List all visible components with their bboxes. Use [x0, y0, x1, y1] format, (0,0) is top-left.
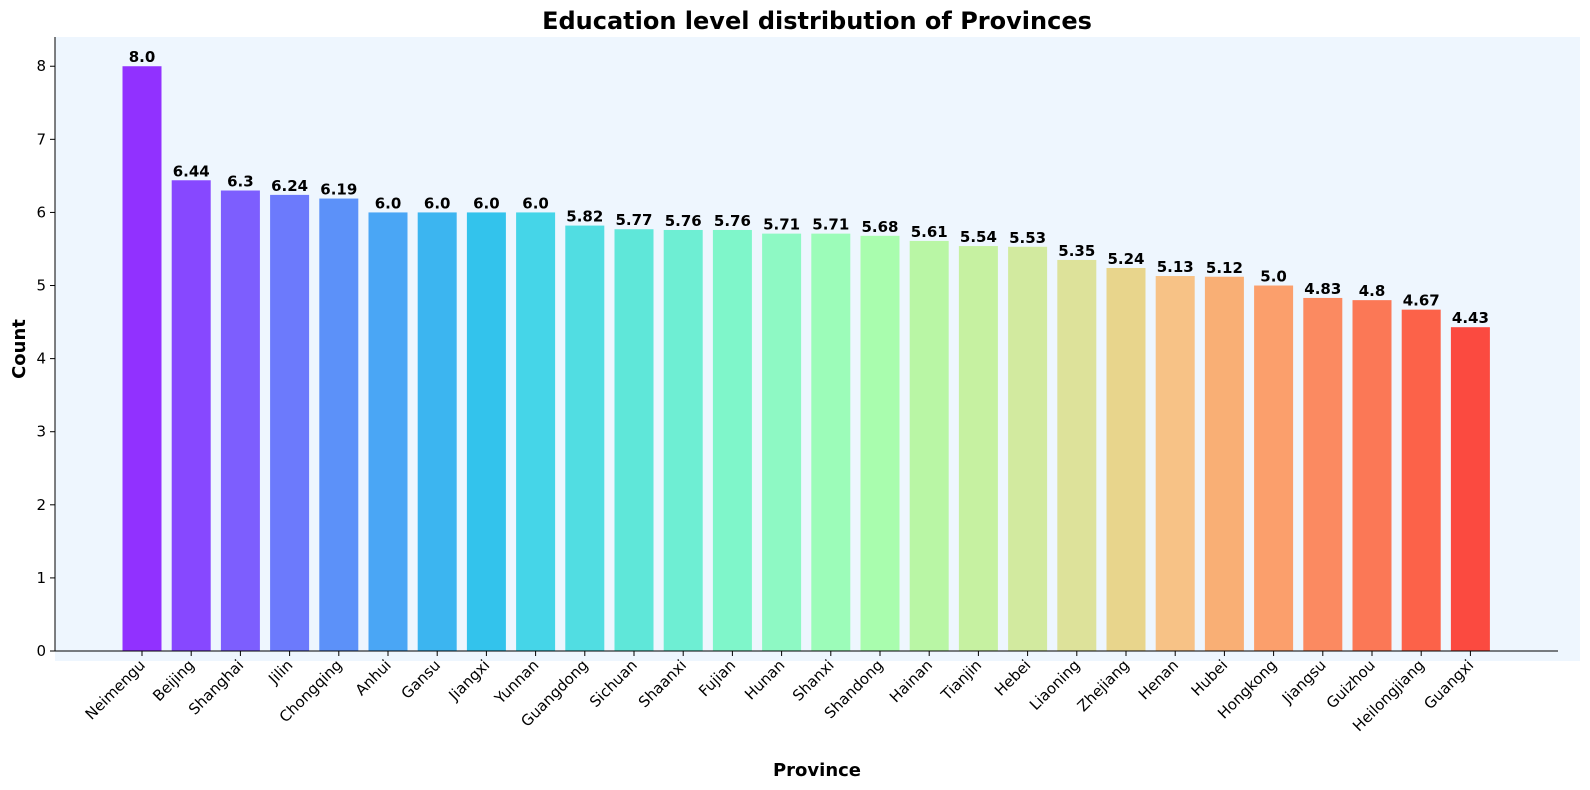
bar-jiangsu	[1303, 297, 1343, 651]
y-tick-label: 7	[36, 130, 46, 148]
value-label: 6.3	[227, 173, 254, 191]
x-tick-label: Fujian	[695, 656, 739, 700]
value-label: 6.19	[320, 181, 357, 199]
x-tick-label: Guangxi	[1420, 656, 1477, 713]
y-tick-label: 0	[36, 642, 46, 660]
value-label: 5.53	[1009, 229, 1046, 247]
x-tick-label: Hunan	[741, 656, 788, 703]
x-tick-label: Sichuan	[586, 656, 641, 711]
bar-hongkong	[1254, 285, 1294, 651]
y-tick-label: 3	[36, 423, 46, 441]
x-tick-label: Hebei	[991, 656, 1034, 699]
value-label: 8.0	[129, 48, 156, 66]
value-label: 5.76	[665, 212, 702, 230]
bar-shanghai	[220, 190, 260, 651]
y-tick-label: 8	[36, 57, 46, 75]
value-label: 5.13	[1157, 258, 1194, 276]
value-label: 5.82	[566, 208, 603, 226]
x-tick-label: Shanxi	[789, 656, 838, 705]
bar-guangdong	[565, 225, 605, 652]
value-label: 5.0	[1260, 268, 1287, 286]
y-tick-label: 4	[36, 350, 46, 368]
value-label: 6.24	[271, 177, 308, 195]
x-tick-label: Anhui	[352, 656, 395, 699]
bar-henan	[1155, 276, 1195, 651]
x-tick-label: Liaoning	[1026, 656, 1084, 714]
value-label: 5.61	[911, 223, 948, 241]
bar-shaanxi	[663, 229, 703, 651]
value-label: 6.0	[522, 194, 549, 212]
x-axis-label: Province	[773, 760, 861, 781]
value-label: 6.0	[375, 194, 402, 212]
bar-sichuan	[614, 229, 654, 651]
value-label: 5.77	[615, 211, 652, 229]
bars-group	[122, 66, 1490, 652]
bar-hunan	[762, 233, 802, 651]
bar-jilin	[270, 194, 310, 651]
x-tick-label: Shaanxi	[635, 656, 690, 711]
bar-neimengu	[122, 66, 162, 651]
x-tick-label: Neimengu	[82, 656, 149, 723]
bar-chongqing	[319, 198, 359, 652]
x-tick-label: Jiangsu	[1278, 656, 1330, 708]
value-label: 5.12	[1206, 259, 1243, 277]
bar-jiangxi	[466, 212, 506, 651]
value-label: 4.83	[1304, 280, 1341, 298]
x-tick-label: Zhejiang	[1074, 656, 1133, 715]
bar-hubei	[1204, 276, 1244, 651]
y-tick-label: 1	[36, 569, 46, 587]
value-label: 6.44	[173, 162, 210, 180]
bar-hainan	[909, 240, 949, 651]
x-tick-label: Hubei	[1188, 656, 1232, 700]
value-label: 5.54	[960, 228, 997, 246]
y-tick-label: 5	[36, 277, 46, 295]
bar-guizhou	[1352, 300, 1392, 651]
bar-yunnan	[516, 212, 556, 651]
value-label: 6.0	[473, 194, 500, 212]
bar-guangxi	[1450, 327, 1490, 651]
bar-gansu	[417, 212, 457, 651]
bar-shanxi	[811, 233, 851, 651]
x-tick-label: Gansu	[398, 656, 444, 702]
value-label: 5.71	[812, 216, 849, 234]
y-tick-label: 2	[36, 496, 46, 514]
bar-hebei	[1008, 246, 1048, 652]
x-tick-label: Tianjin	[937, 656, 985, 704]
value-label: 5.68	[861, 218, 898, 236]
bar-zhejiang	[1106, 267, 1146, 651]
y-axis: 0 1 2 3 4 5 6 7 8	[36, 37, 56, 660]
x-tick-label: Beijing	[149, 656, 198, 705]
x-tick-label: Jiangxi	[445, 656, 494, 705]
x-tick-label: Henan	[1135, 656, 1182, 703]
value-label: 5.71	[763, 216, 800, 234]
y-axis-label: Count	[9, 319, 30, 379]
x-tick-label: Hainan	[886, 656, 936, 706]
bar-liaoning	[1057, 259, 1097, 651]
value-label: 5.24	[1107, 250, 1144, 268]
bar-heilongjiang	[1401, 309, 1441, 651]
value-label: 5.76	[714, 212, 751, 230]
value-label: 6.0	[424, 194, 451, 212]
value-label: 4.67	[1403, 292, 1440, 310]
value-label: 5.35	[1058, 242, 1095, 260]
bar-tianjin	[958, 246, 998, 652]
bar-beijing	[171, 180, 211, 651]
y-tick-label: 6	[36, 203, 46, 221]
bar-anhui	[368, 212, 408, 651]
value-labels-group: 8.0 6.44 6.3 6.24 6.19 6.0 6.0 6.0 6.0 5.82 5.77 5.…	[129, 48, 1489, 327]
chart-title: Education level distribution of Province…	[542, 7, 1092, 35]
bar-shandong	[860, 235, 900, 652]
value-label: 4.43	[1452, 309, 1489, 327]
bar-fujian	[712, 229, 752, 651]
value-label: 4.8	[1359, 282, 1386, 300]
